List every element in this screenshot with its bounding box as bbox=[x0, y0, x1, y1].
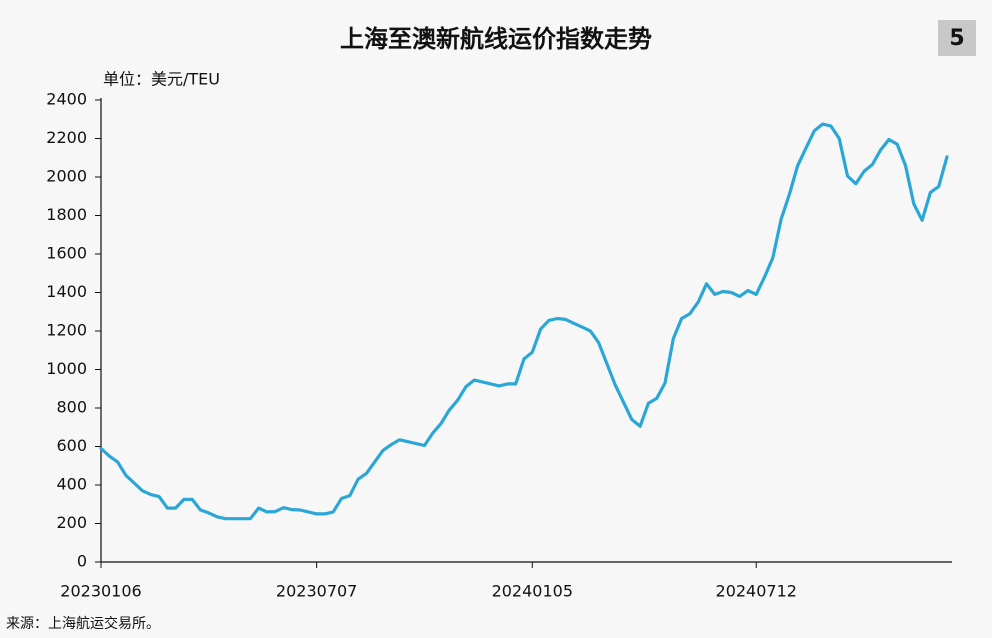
x-tick-label: 20230707 bbox=[276, 582, 357, 601]
badge: 5 bbox=[949, 26, 964, 51]
y-tick-label: 1000 bbox=[46, 359, 87, 378]
badge-box bbox=[938, 20, 976, 56]
x-tick-label: 20240105 bbox=[492, 582, 573, 601]
y-tick-label: 1800 bbox=[46, 205, 87, 224]
source: 来源：上海航运交易所。 bbox=[6, 615, 160, 632]
y-tick-label: 1400 bbox=[46, 282, 87, 301]
y-tick-label: 800 bbox=[56, 398, 87, 417]
y-tick-label: 2000 bbox=[46, 167, 87, 186]
chart-title: 上海至澳新航线运价指数走势 bbox=[340, 25, 652, 53]
x-tick-label: 20230106 bbox=[60, 582, 141, 601]
y-tick-label: 0 bbox=[77, 552, 87, 571]
y-tick-label: 2200 bbox=[46, 128, 87, 147]
x-tick-label: 20240712 bbox=[716, 582, 797, 601]
line bbox=[99, 122, 949, 521]
y-tick-label: 200 bbox=[56, 513, 87, 532]
y-tick-label: 2400 bbox=[46, 90, 87, 109]
y-tick-label: 1600 bbox=[46, 244, 87, 263]
y-tick-label: 1200 bbox=[46, 321, 87, 340]
unit-label: 单位：美元/TEU bbox=[103, 70, 220, 89]
y-tick-label: 600 bbox=[56, 436, 87, 455]
y-tick-label: 400 bbox=[56, 475, 87, 494]
